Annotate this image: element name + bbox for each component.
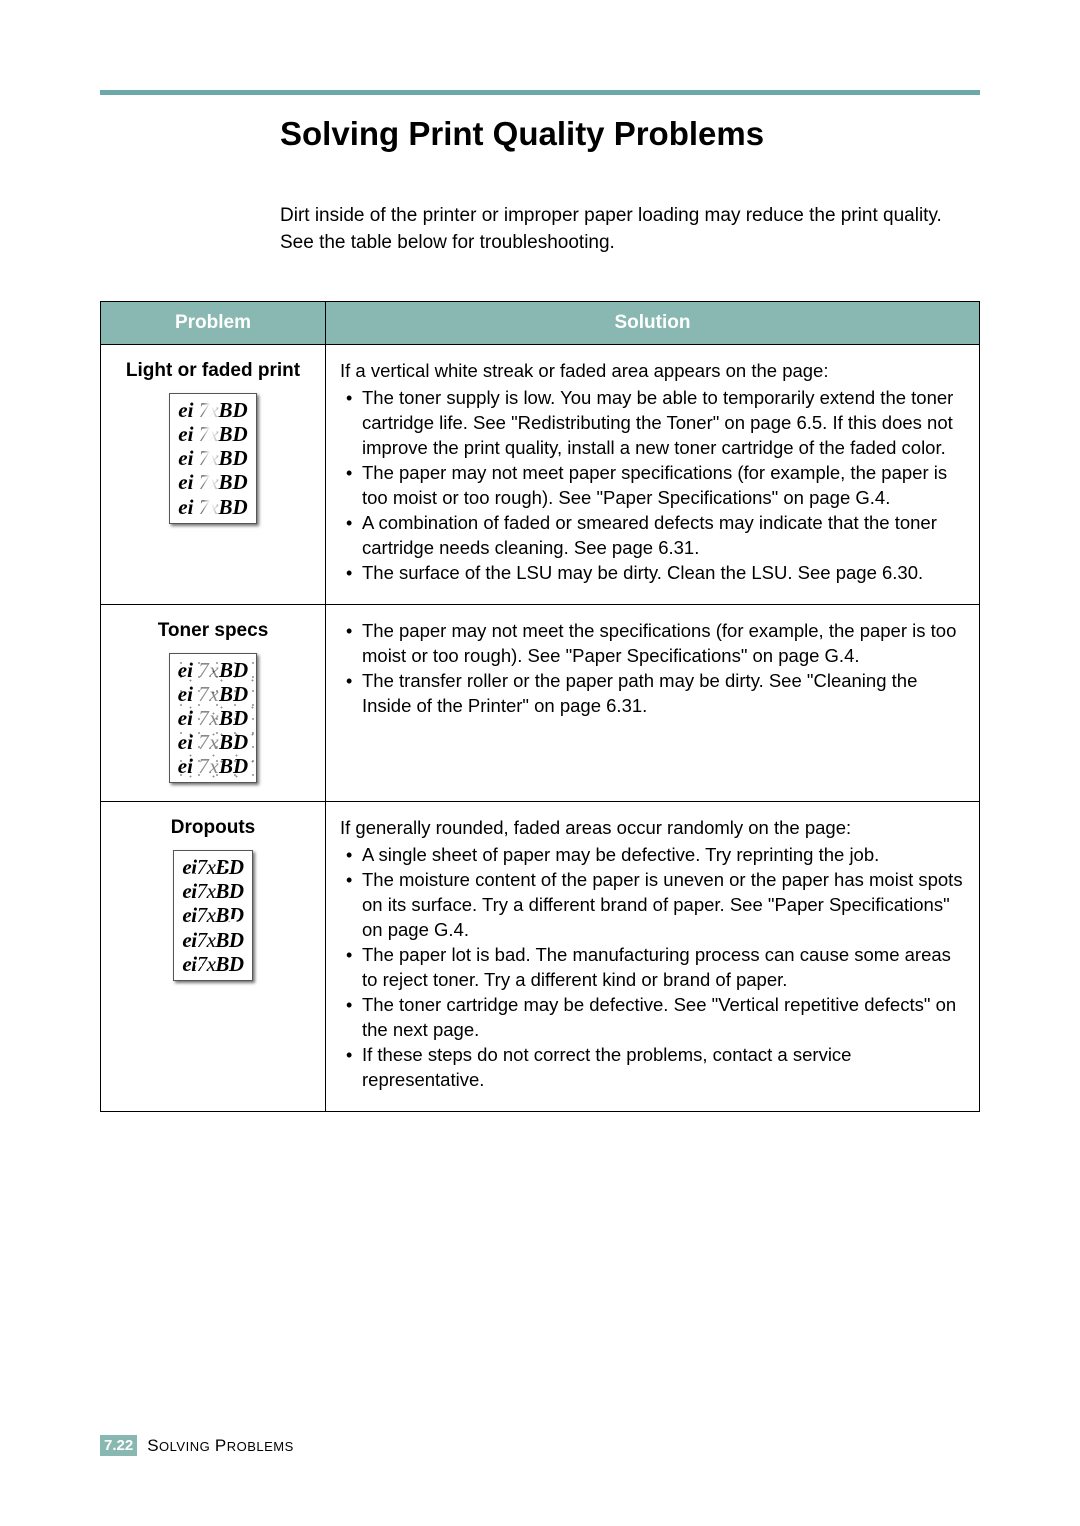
solution-bullet: The paper lot is bad. The manufacturing … bbox=[340, 943, 965, 993]
print-sample-line: ei 7xBD bbox=[178, 495, 247, 519]
solution-bullet: A single sheet of paper may be defective… bbox=[340, 843, 965, 868]
table-row: Toner specsei 7xBDei 7xBDei 7xBDei 7xBDe… bbox=[101, 604, 980, 801]
print-sample-line: ei 7xBD bbox=[178, 754, 248, 778]
solution-bullet: The transfer roller or the paper path ma… bbox=[340, 669, 965, 719]
print-sample-line: ei 7xBD bbox=[178, 470, 247, 494]
print-sample-line: ei 7xBD bbox=[178, 730, 248, 754]
chapter-number: 7. bbox=[104, 1437, 117, 1454]
print-sample-line: ei7xBD bbox=[182, 903, 243, 927]
page-footer: 7.22 SOLVING PROBLEMS bbox=[100, 1435, 294, 1456]
intro-paragraph: Dirt inside of the printer or improper p… bbox=[280, 203, 980, 256]
troubleshooting-table: Problem Solution Light or faded print ei … bbox=[100, 301, 980, 1112]
problem-title: Dropouts bbox=[115, 816, 311, 840]
print-sample-line: ei 7xBD bbox=[178, 422, 247, 446]
problem-title: Toner specs bbox=[115, 619, 311, 643]
page-title: Solving Print Quality Problems bbox=[280, 115, 980, 153]
solution-bullet: The moisture content of the paper is une… bbox=[340, 868, 965, 943]
solution-bullet-list: The paper may not meet the specification… bbox=[340, 619, 965, 719]
solution-intro: If generally rounded, faded areas occur … bbox=[340, 816, 965, 841]
solution-bullet: If these steps do not correct the proble… bbox=[340, 1043, 965, 1093]
print-sample-line: ei7xBD bbox=[182, 928, 243, 952]
page-number: 22 bbox=[117, 1437, 134, 1454]
print-sample-line: ei 7xBD bbox=[178, 446, 247, 470]
print-sample-line: ei7xBD bbox=[182, 879, 243, 903]
print-sample-line: ei 7xBD bbox=[178, 706, 248, 730]
solution-cell: If generally rounded, faded areas occur … bbox=[326, 802, 980, 1112]
solution-bullet: The surface of the LSU may be dirty. Cle… bbox=[340, 561, 965, 586]
print-sample-line: ei 7xBD bbox=[178, 658, 248, 682]
col-header-solution: Solution bbox=[326, 302, 980, 345]
solution-bullet: The paper may not meet the specification… bbox=[340, 619, 965, 669]
solution-cell: The paper may not meet the specification… bbox=[326, 604, 980, 801]
col-header-problem: Problem bbox=[101, 302, 326, 345]
problem-cell: Dropoutsei7xBDei7xBDei7xBDei7xBDei7xBD bbox=[101, 802, 326, 1112]
solution-intro: If a vertical white streak or faded area… bbox=[340, 359, 965, 384]
table-row: Dropoutsei7xBDei7xBDei7xBDei7xBDei7xBDIf… bbox=[101, 802, 980, 1112]
solution-bullet: A combination of faded or smeared defect… bbox=[340, 511, 965, 561]
footer-section-title: SOLVING PROBLEMS bbox=[147, 1436, 294, 1456]
table-row: Light or faded printei 7xBDei 7xBDei 7xB… bbox=[101, 345, 980, 605]
top-rule bbox=[100, 90, 980, 95]
print-sample-box: ei 7xBDei 7xBDei 7xBDei 7xBDei 7xBD bbox=[169, 653, 257, 784]
print-sample-line: ei 7xBD bbox=[178, 398, 247, 422]
solution-bullet-list: The toner supply is low. You may be able… bbox=[340, 386, 965, 586]
solution-bullet-list: A single sheet of paper may be defective… bbox=[340, 843, 965, 1093]
problem-cell: Light or faded printei 7xBDei 7xBDei 7xB… bbox=[101, 345, 326, 605]
page: Solving Print Quality Problems Dirt insi… bbox=[0, 0, 1080, 1172]
print-sample-box: ei7xBDei7xBDei7xBDei7xBDei7xBD bbox=[173, 850, 252, 981]
table-header-row: Problem Solution bbox=[101, 302, 980, 345]
solution-bullet: The toner supply is low. You may be able… bbox=[340, 386, 965, 461]
page-number-badge: 7.22 bbox=[100, 1435, 137, 1456]
solution-cell: If a vertical white streak or faded area… bbox=[326, 345, 980, 605]
print-sample-line: ei7xBD bbox=[182, 952, 243, 976]
problem-title: Light or faded print bbox=[115, 359, 311, 383]
problem-cell: Toner specsei 7xBDei 7xBDei 7xBDei 7xBDe… bbox=[101, 604, 326, 801]
solution-bullet: The toner cartridge may be defective. Se… bbox=[340, 993, 965, 1043]
solution-bullet: The paper may not meet paper specificati… bbox=[340, 461, 965, 511]
print-sample-line: ei 7xBD bbox=[178, 682, 248, 706]
print-sample-line: ei7xBD bbox=[182, 855, 243, 879]
print-sample-box: ei 7xBDei 7xBDei 7xBDei 7xBDei 7xBD bbox=[169, 393, 256, 524]
